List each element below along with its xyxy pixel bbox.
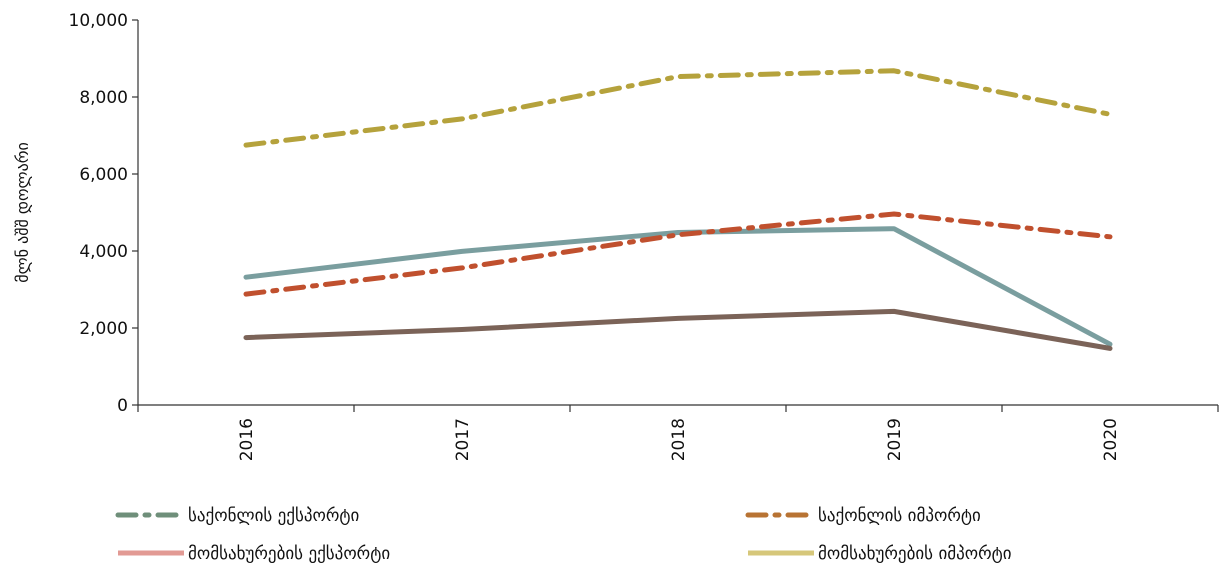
legend: საქონლის ექსპორტი საქონლის იმპორტი მომსახუ…: [115, 506, 1012, 564]
tick-labels: 0 2,000 4,000 6,000 8,000 10,000 2016 2017 2018 2…: [69, 11, 1121, 461]
x-tick-label: 2017: [453, 418, 473, 461]
y-tick-label: 6,000: [79, 165, 128, 185]
y-tick-label: 2,000: [79, 319, 128, 339]
series-lines: [243, 68, 1113, 351]
legend-label: საქონლის იმპორტი: [818, 506, 981, 526]
legend-label: მომსახურების იმპორტი: [818, 544, 1012, 564]
x-tick-label: 2018: [669, 418, 689, 461]
y-tick-label: 0: [117, 396, 128, 416]
series-line: [243, 308, 1113, 351]
legend-item: მომსახურების იმპორტი: [748, 544, 1012, 564]
legend-label: მომსახურების ექსპორტი: [188, 544, 390, 564]
axes: [132, 19, 1219, 412]
series-line: [243, 226, 1113, 347]
legend-label: საქონლის ექსპორტი: [188, 506, 359, 526]
y-axis-title: მლნ აშშ დოლარი: [13, 142, 32, 282]
x-tick-label: 2020: [1101, 418, 1121, 461]
series-line: [243, 68, 1113, 148]
x-tick-label: 2019: [885, 418, 905, 461]
legend-item: საქონლის იმპორტი: [745, 506, 981, 526]
y-tick-label: 10,000: [69, 11, 128, 31]
legend-item: საქონლის ექსპორტი: [115, 506, 359, 526]
y-tick-label: 8,000: [79, 88, 128, 108]
legend-item: მომსახურების ექსპორტი: [118, 544, 390, 564]
series-line: [243, 211, 1113, 297]
y-tick-label: 4,000: [79, 242, 128, 262]
x-tick-label: 2016: [237, 418, 257, 461]
